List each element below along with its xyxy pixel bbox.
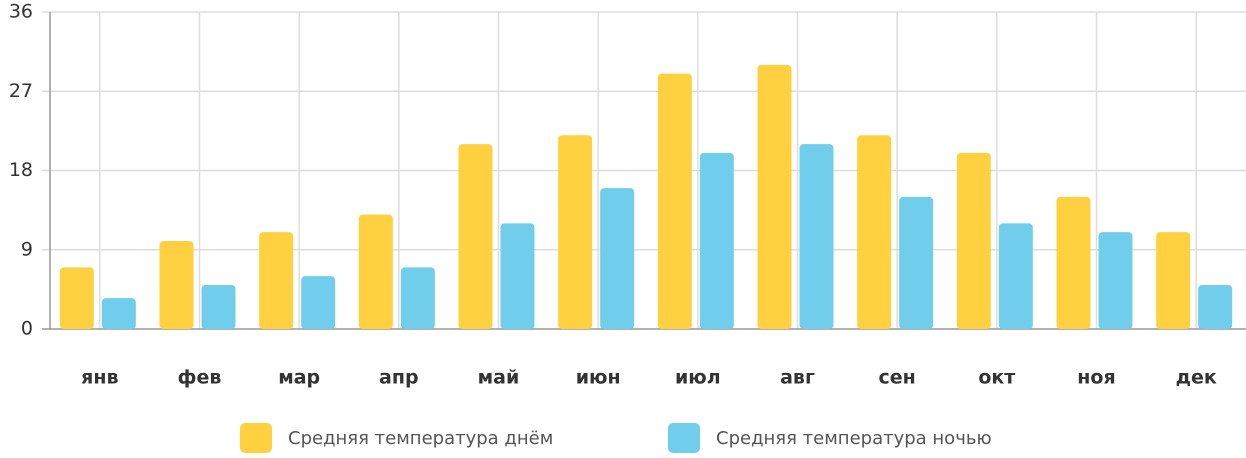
y-tick-label: 18 bbox=[9, 159, 33, 181]
x-tick-label: ноя bbox=[1077, 367, 1115, 389]
bar bbox=[400, 267, 435, 329]
bar bbox=[558, 135, 593, 329]
bar bbox=[358, 214, 393, 329]
y-tick-label: 36 bbox=[9, 1, 33, 23]
y-tick-label: 9 bbox=[21, 238, 33, 260]
x-tick-label: сен bbox=[879, 367, 916, 389]
x-tick-label: апр bbox=[379, 367, 419, 389]
x-tick-label: окт bbox=[978, 367, 1015, 389]
x-tick-label: июл bbox=[675, 367, 721, 389]
y-tick-label: 0 bbox=[21, 318, 33, 340]
x-tick-label: янв bbox=[81, 367, 118, 389]
bar bbox=[1198, 284, 1233, 329]
bar bbox=[657, 73, 692, 329]
bar bbox=[59, 267, 94, 329]
bar bbox=[1056, 196, 1091, 329]
bar bbox=[500, 223, 535, 329]
bar bbox=[101, 298, 136, 329]
bar bbox=[956, 152, 991, 329]
bar bbox=[899, 196, 934, 329]
bar bbox=[699, 152, 734, 329]
bar bbox=[799, 144, 834, 329]
bar bbox=[857, 135, 892, 329]
x-tick-label: июн bbox=[576, 367, 621, 389]
bar bbox=[757, 64, 792, 329]
legend-swatch bbox=[240, 423, 272, 453]
bar bbox=[1156, 232, 1191, 329]
bar bbox=[998, 223, 1033, 329]
bar bbox=[301, 276, 336, 329]
bar bbox=[259, 232, 294, 329]
legend-swatch bbox=[668, 423, 700, 453]
x-tick-label: мар bbox=[278, 367, 320, 389]
legend-label: Средняя температура ночью bbox=[716, 428, 992, 449]
x-tick-label: май bbox=[478, 367, 520, 389]
x-tick-label: авг bbox=[780, 367, 815, 389]
x-tick-label: фев bbox=[178, 367, 222, 389]
bar bbox=[458, 144, 493, 329]
bar bbox=[201, 284, 236, 329]
bar bbox=[159, 240, 194, 329]
bar bbox=[1098, 232, 1133, 329]
x-tick-label: дек bbox=[1176, 367, 1217, 389]
bar bbox=[600, 188, 635, 329]
y-tick-label: 27 bbox=[9, 80, 33, 102]
legend-label: Средняя температура днём bbox=[288, 428, 553, 449]
